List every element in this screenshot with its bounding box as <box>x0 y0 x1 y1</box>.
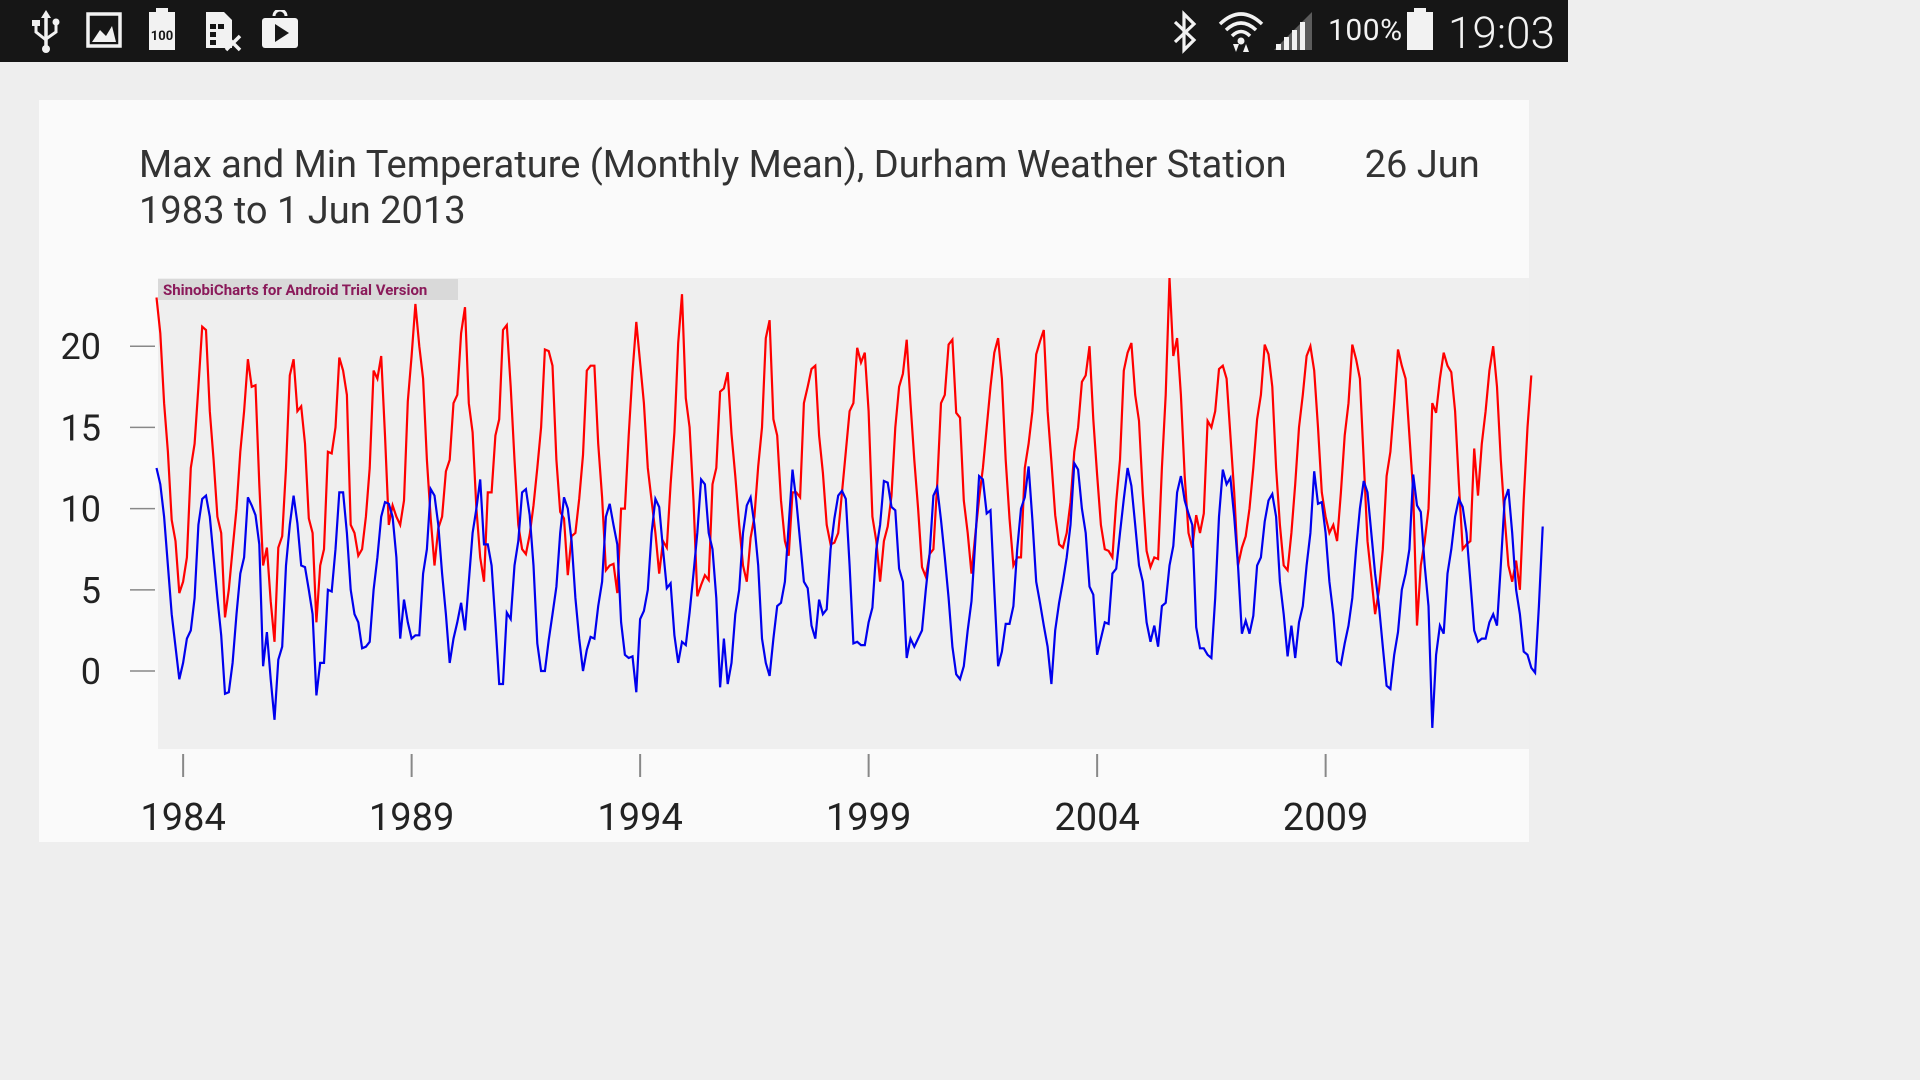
svg-text:100: 100 <box>151 29 173 44</box>
wifi-icon <box>1218 12 1264 52</box>
status-bar: 100 <box>0 0 1568 62</box>
bluetooth-icon <box>1173 10 1197 54</box>
battery-icon <box>1407 8 1433 50</box>
clock: 19:03 <box>1448 7 1555 59</box>
chart-title-main: Max and Min Temperature (Monthly Mean), … <box>139 143 1287 187</box>
battery-percent: 100% <box>1328 13 1403 48</box>
play-store-icon <box>262 10 298 48</box>
image-icon <box>86 12 122 48</box>
battery-100-notification-icon: 100 <box>149 8 175 50</box>
signal-icon <box>1274 12 1312 50</box>
chart-title: Max and Min Temperature (Monthly Mean), … <box>139 142 1529 234</box>
chart-title-date-range: 26 Jun 1983 to 1 Jun 2013 <box>139 143 1490 233</box>
sim-removed-icon <box>206 12 242 52</box>
chart-card: Max and Min Temperature (Monthly Mean), … <box>39 100 1529 842</box>
usb-icon <box>32 10 60 53</box>
